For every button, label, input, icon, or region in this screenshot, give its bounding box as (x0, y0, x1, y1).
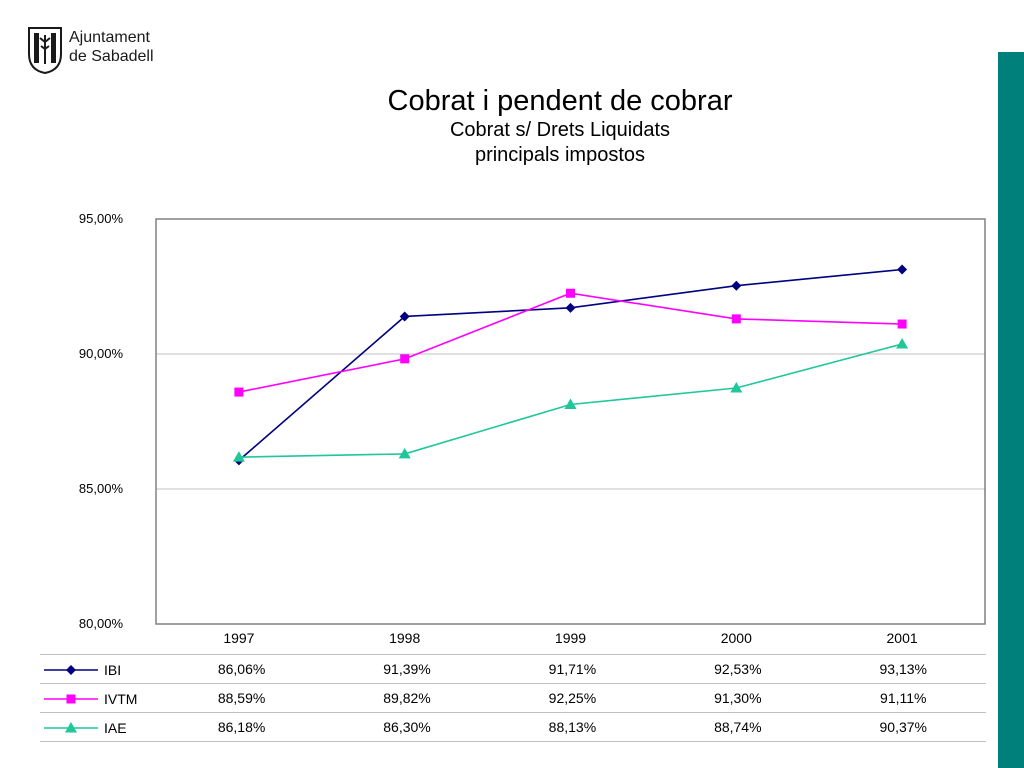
logo-line-2: de Sabadell (69, 48, 154, 65)
x-tick-label: 1999 (555, 630, 586, 646)
data-table: IBI 86,06% 91,39% 91,71% 92,53% 93,13% IVTM 88,… (40, 654, 986, 742)
data-point-ivtm (234, 387, 244, 397)
ajuntament-logo: Ajuntament de Sabadell (27, 26, 187, 76)
data-point-ivtm (400, 354, 410, 364)
data-point-iae (730, 382, 743, 393)
title-block: Cobrat i pendent de cobrar Cobrat s/ Dre… (300, 84, 820, 168)
table-cell-value: 92,25% (489, 683, 656, 713)
table-cell-value: 91,71% (489, 654, 656, 684)
side-accent-bar (998, 52, 1024, 768)
data-point-iae (398, 447, 411, 459)
legend-key-ibi (44, 664, 98, 675)
table-cell-value: 86,06% (158, 654, 325, 684)
data-point-iae (564, 398, 577, 409)
data-point-iae (896, 338, 909, 349)
data-point-ibi (399, 311, 410, 322)
legend-label: IAE (104, 719, 127, 736)
data-point-ibi (897, 264, 908, 275)
data-point-ivtm (731, 314, 741, 324)
y-tick-label: 95,00% (79, 211, 124, 226)
sabadell-emblem-icon (28, 27, 62, 74)
legend-key-ivtm (44, 694, 98, 704)
data-point-ivtm (566, 288, 575, 298)
y-tick-label: 90,00% (79, 346, 124, 361)
table-row: IVTM 88,59% 89,82% 92,25% 91,30% 91,11% (40, 683, 986, 713)
legend-cell: IVTM (40, 683, 159, 713)
table-cell-value: 88,13% (489, 712, 656, 742)
table-cell-value: 86,18% (158, 712, 325, 742)
table-cell-value: 89,82% (324, 683, 490, 713)
data-point-ibi (565, 302, 576, 313)
chart-subtitle-2: principals impostos (474, 144, 646, 166)
legend-key-iae (44, 721, 98, 733)
chart-title: Cobrat i pendent de cobrar (387, 85, 733, 117)
table-cell-value: 93,13% (820, 654, 986, 684)
legend-cell: IAE (40, 712, 159, 742)
table-cell-value: 88,59% (158, 683, 325, 713)
x-tick-label: 1998 (389, 630, 420, 646)
table-cell-value: 92,53% (655, 654, 821, 684)
table-cell-value: 90,37% (820, 712, 986, 742)
legend-label: IBI (104, 661, 122, 678)
table-row: IAE 86,18% 86,30% 88,13% 88,74% 90,37% (40, 712, 986, 742)
y-tick-label: 85,00% (79, 481, 124, 496)
x-tick-label: 2001 (887, 630, 918, 646)
table-cell-value: 91,11% (820, 683, 986, 713)
x-tick-label: 1997 (223, 630, 254, 646)
data-point-ibi (731, 280, 742, 291)
series-line-ibi (238, 268, 903, 461)
data-point-iae (232, 451, 245, 462)
data-point-ivtm (897, 319, 907, 329)
legend-label: IVTM (104, 690, 138, 707)
x-tick-label: 2000 (721, 630, 752, 646)
line-chart: 80,00% 85,00% 90,00% 95,00% 1997 1998 1999 2000… (79, 211, 986, 646)
plot-area-frame (155, 218, 986, 625)
chart-subtitle-1: Cobrat s/ Drets Liquidats (449, 119, 671, 141)
table-cell-value: 91,39% (324, 654, 490, 684)
table-cell-value: 86,30% (324, 712, 490, 742)
table-cell-value: 88,74% (655, 712, 821, 742)
y-tick-label: 80,00% (79, 616, 124, 631)
table-cell-value: 91,30% (655, 683, 821, 713)
logo-line-1: Ajuntament (69, 29, 150, 46)
legend-cell: IBI (40, 654, 159, 684)
table-row: IBI 86,06% 91,39% 91,71% 92,53% 93,13% (40, 654, 986, 684)
